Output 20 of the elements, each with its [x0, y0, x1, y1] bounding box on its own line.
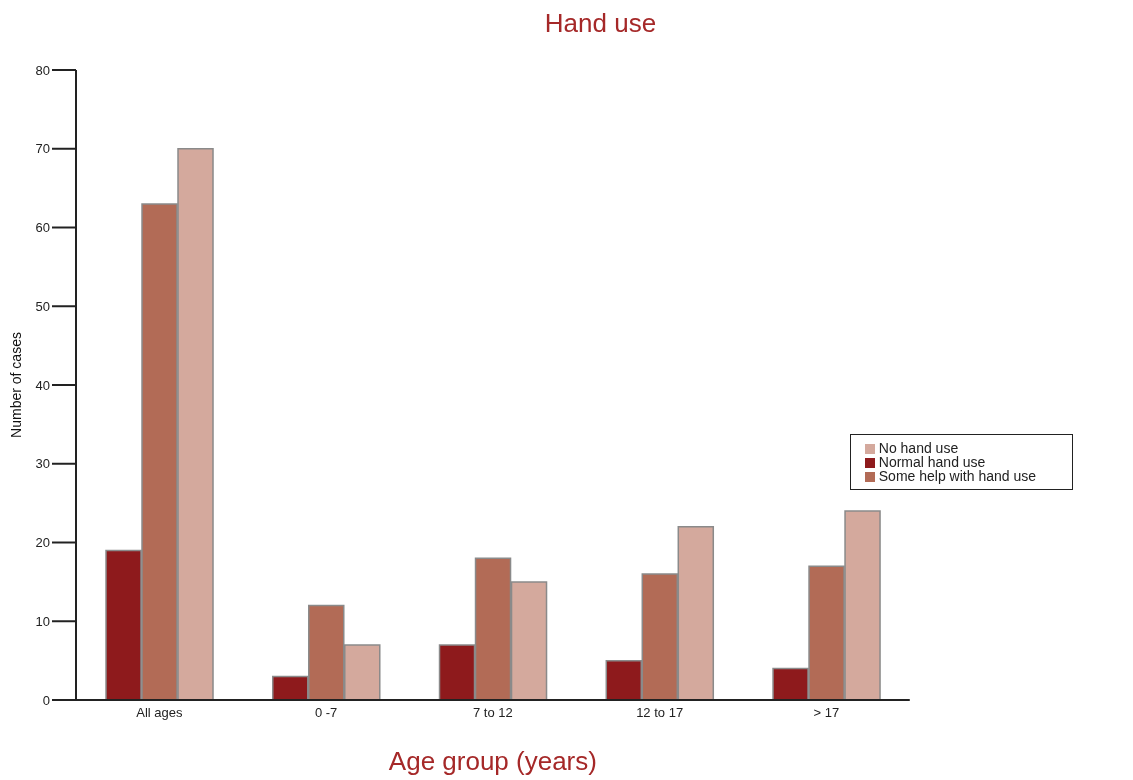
- legend-label: No hand use: [878, 440, 959, 456]
- x-axis-title: Age group (years): [388, 746, 597, 776]
- y-tick-label: 20: [35, 535, 50, 551]
- y-tick-label: 70: [35, 141, 50, 157]
- x-tick-label: All ages: [136, 705, 183, 721]
- legend-label: Some help with hand use: [878, 468, 1036, 484]
- x-tick-label: > 17: [813, 705, 840, 721]
- x-tick-label: 0 -7: [314, 705, 338, 721]
- x-tick-label: 7 to 12: [473, 705, 513, 721]
- y-axis-title: Number of cases: [7, 332, 24, 438]
- chart-title: Hand use: [543, 8, 658, 40]
- y-tick-label: 60: [35, 220, 50, 236]
- x-tick-label: 12 to 17: [636, 705, 684, 721]
- legend-label: Normal hand use: [878, 454, 986, 470]
- y-tick-label: 30: [35, 456, 50, 472]
- y-tick-label: 0: [42, 692, 50, 708]
- y-tick-label: 80: [35, 62, 50, 78]
- y-tick-label: 50: [35, 298, 50, 314]
- y-tick-label: 10: [35, 613, 50, 629]
- y-tick-label: 40: [35, 377, 50, 393]
